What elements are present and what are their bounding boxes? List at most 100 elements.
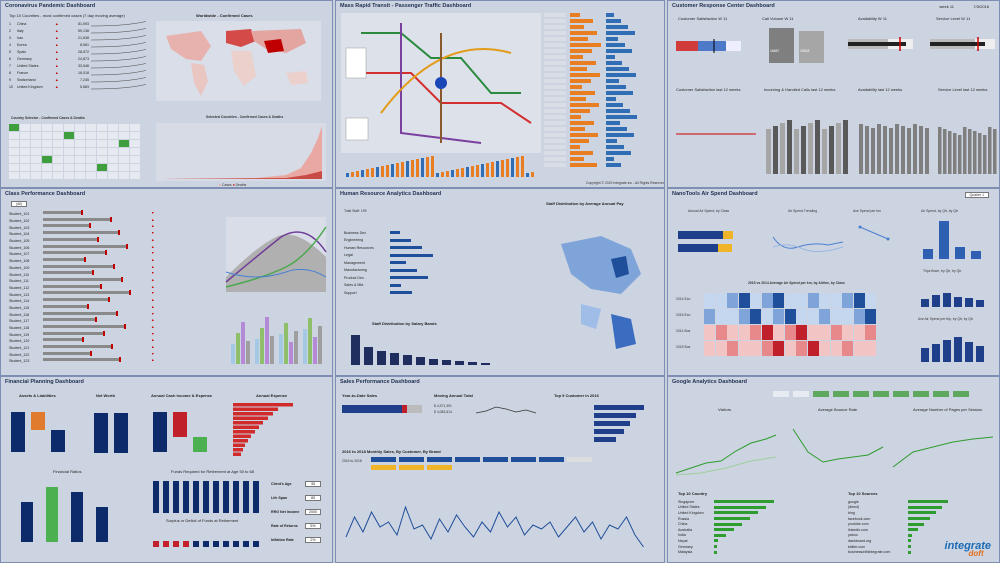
country-selector-cell[interactable]: [97, 140, 107, 147]
country-name: Malaysia: [678, 550, 693, 555]
country-selector-cell[interactable]: [130, 148, 140, 155]
date-slicer[interactable]: [773, 391, 983, 399]
country-selector-cell[interactable]: [20, 172, 30, 179]
country-selector-cell[interactable]: [97, 156, 107, 163]
country-selector-cell[interactable]: [108, 156, 118, 163]
country-selector-cell[interactable]: [64, 164, 74, 171]
country-selector-cell[interactable]: [31, 148, 41, 155]
country-selector-cell[interactable]: [75, 140, 85, 147]
country-selector-cell[interactable]: [53, 132, 63, 139]
country-selector-cell[interactable]: [31, 132, 41, 139]
country-selector-cell[interactable]: [42, 156, 52, 163]
country-selector-cell[interactable]: [86, 132, 96, 139]
country-selector-cell[interactable]: [108, 124, 118, 131]
country-selector-cell[interactable]: [20, 156, 30, 163]
country-selector-cell[interactable]: [31, 172, 41, 179]
field-input[interactable]: 2000: [305, 509, 321, 515]
country-selector-cell[interactable]: [75, 148, 85, 155]
country-selector-cell[interactable]: [97, 164, 107, 171]
station-name-cell: [544, 19, 566, 23]
country-selector-cell[interactable]: [97, 124, 107, 131]
country-selector-cell[interactable]: [9, 148, 19, 155]
country-selector-cell[interactable]: [119, 156, 129, 163]
country-selector-cell[interactable]: [86, 156, 96, 163]
planner-fields[interactable]: Client's Age 35 Life Span 85 RRG Net Income 2…: [271, 477, 321, 547]
bar: [787, 120, 792, 174]
country-selector-cell[interactable]: [31, 164, 41, 171]
country-selector-cell[interactable]: [97, 172, 107, 179]
country-selector-cell[interactable]: [108, 140, 118, 147]
country-selector-cell[interactable]: [42, 140, 52, 147]
country-selector-cell[interactable]: [31, 124, 41, 131]
country-selector-cell[interactable]: [53, 140, 63, 147]
country-selector-cell[interactable]: [97, 132, 107, 139]
country-selector-cell[interactable]: [31, 156, 41, 163]
country-selector-cell[interactable]: [42, 164, 52, 171]
country-selector-cell[interactable]: [86, 172, 96, 179]
country-selector-cell[interactable]: [108, 148, 118, 155]
country-selector-cell[interactable]: [53, 124, 63, 131]
country-selector-cell[interactable]: [64, 124, 74, 131]
country-selector-cell[interactable]: [108, 132, 118, 139]
country-selector-cell[interactable]: [119, 148, 129, 155]
country-selector-cell[interactable]: [64, 140, 74, 147]
country-selector-cell[interactable]: [119, 124, 129, 131]
country-selector-cell[interactable]: [97, 148, 107, 155]
country-selector-cell[interactable]: [9, 124, 19, 131]
country-selector-cell[interactable]: [86, 124, 96, 131]
country-selector-cell[interactable]: [86, 164, 96, 171]
country-selector-cell[interactable]: [20, 140, 30, 147]
year-select[interactable]: 2016 to 2018: [342, 459, 362, 463]
country-selector-cell[interactable]: [20, 148, 30, 155]
country-selector-cell[interactable]: [42, 148, 52, 155]
country-selector-cell[interactable]: [86, 148, 96, 155]
country-selector-cell[interactable]: [75, 172, 85, 179]
country-selector-cell[interactable]: [42, 132, 52, 139]
country-selector-cell[interactable]: [130, 156, 140, 163]
field-input[interactable]: 85: [305, 495, 321, 501]
country-selector-cell[interactable]: [130, 132, 140, 139]
country-selector-cell[interactable]: [119, 172, 129, 179]
country-selector-cell[interactable]: [53, 148, 63, 155]
country-selector-cell[interactable]: [75, 164, 85, 171]
country-selector-cell[interactable]: [75, 132, 85, 139]
country-selector-cell[interactable]: [119, 164, 129, 171]
country-selector-cell[interactable]: [64, 156, 74, 163]
country-selector-cell[interactable]: [119, 140, 129, 147]
country-selector-cell[interactable]: [119, 132, 129, 139]
country-selector-cell[interactable]: [130, 172, 140, 179]
country-selector-cell[interactable]: [108, 164, 118, 171]
country-selector-cell[interactable]: [9, 164, 19, 171]
filter-select[interactable]: (All): [11, 201, 28, 207]
country-selector-cell[interactable]: [20, 132, 30, 139]
country-selector-cell[interactable]: [20, 164, 30, 171]
country-selector-cell[interactable]: [75, 156, 85, 163]
country-selector-cell[interactable]: [42, 124, 52, 131]
country-selector-cell[interactable]: [9, 172, 19, 179]
country-selector-cell[interactable]: [20, 124, 30, 131]
country-selector-cell[interactable]: [31, 140, 41, 147]
country-selector-cell[interactable]: [9, 156, 19, 163]
country-selector-cell[interactable]: [9, 140, 19, 147]
slicer-buttons[interactable]: [371, 457, 621, 481]
country-selector-cell[interactable]: [53, 172, 63, 179]
country-selector-cell[interactable]: [130, 124, 140, 131]
country-selector-cell[interactable]: [75, 124, 85, 131]
country-selector-cell[interactable]: [64, 132, 74, 139]
quarter-select[interactable]: Quarter 1: [964, 192, 989, 198]
country-selector-grid[interactable]: [9, 124, 144, 184]
country-selector-cell[interactable]: [9, 132, 19, 139]
country-selector-cell[interactable]: [108, 172, 118, 179]
country-selector-cell[interactable]: [64, 172, 74, 179]
country-selector-cell[interactable]: [53, 156, 63, 163]
country-selector-cell[interactable]: [130, 140, 140, 147]
country-selector-cell[interactable]: [86, 140, 96, 147]
field-input[interactable]: 5%: [305, 523, 321, 529]
field-input[interactable]: 2%: [305, 537, 321, 543]
country-selector-cell[interactable]: [42, 172, 52, 179]
country-selector-cell[interactable]: [64, 148, 74, 155]
field-input[interactable]: 35: [305, 481, 321, 487]
bar: [356, 171, 359, 177]
country-selector-cell[interactable]: [130, 164, 140, 171]
country-selector-cell[interactable]: [53, 164, 63, 171]
